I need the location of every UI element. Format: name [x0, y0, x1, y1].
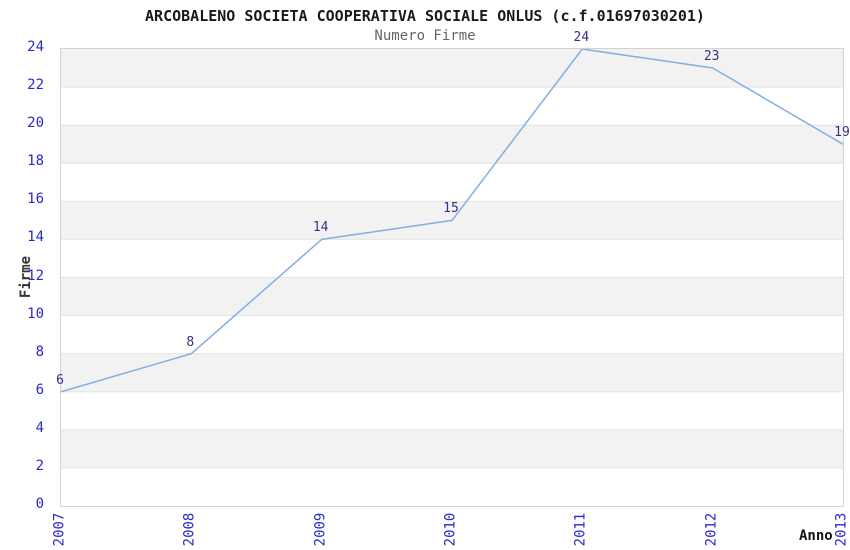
y-tick-label: 4: [35, 419, 44, 436]
x-tick-label: 2011: [572, 512, 589, 547]
point-label: 15: [443, 201, 459, 217]
y-tick-label: 22: [27, 77, 44, 94]
y-tick-label: 6: [35, 381, 44, 398]
point-label: 24: [573, 30, 590, 45]
y-tick-label: 0: [35, 496, 44, 512]
y-tick-label: 16: [27, 191, 44, 208]
y-tick-label: 10: [27, 305, 44, 322]
point-label: 19: [834, 125, 850, 141]
plot-band: [61, 277, 843, 316]
plot-band: [61, 315, 843, 354]
point-label: 14: [312, 220, 329, 236]
plot-area: [60, 48, 844, 507]
plot-band: [61, 429, 843, 468]
y-tick-label: 14: [27, 229, 44, 246]
plot-band: [61, 353, 843, 392]
chart-subtitle: Numero Firme: [374, 28, 476, 44]
plot-band: [61, 125, 843, 164]
y-tick-label: 8: [35, 343, 44, 360]
line-series: [61, 49, 843, 393]
plot-band: [61, 467, 843, 506]
point-label: 6: [56, 372, 64, 388]
y-tick-label: 18: [27, 153, 44, 170]
plot-band: [61, 239, 843, 278]
y-tick-label: 2: [35, 457, 44, 474]
x-tick-label: 2010: [442, 512, 459, 547]
x-tick-label: 2013: [833, 512, 850, 547]
x-axis-title: Anno: [799, 528, 833, 544]
chart-title: ARCOBALENO SOCIETA COOPERATIVA SOCIALE O…: [145, 7, 705, 25]
y-tick-label: 24: [27, 39, 44, 55]
point-label: 23: [703, 49, 720, 65]
y-tick-label: 20: [27, 115, 44, 132]
x-tick-label: 2009: [312, 512, 329, 547]
x-tick-label: 2008: [181, 512, 198, 547]
plot-band: [61, 391, 843, 430]
x-tick-label: 2007: [51, 512, 68, 547]
plot-band: [61, 87, 843, 126]
point-label: 8: [186, 334, 195, 350]
plot-canvas: [61, 49, 843, 506]
y-tick-label: 12: [27, 267, 44, 284]
plot-band: [61, 163, 843, 202]
x-tick-label: 2012: [703, 512, 720, 547]
